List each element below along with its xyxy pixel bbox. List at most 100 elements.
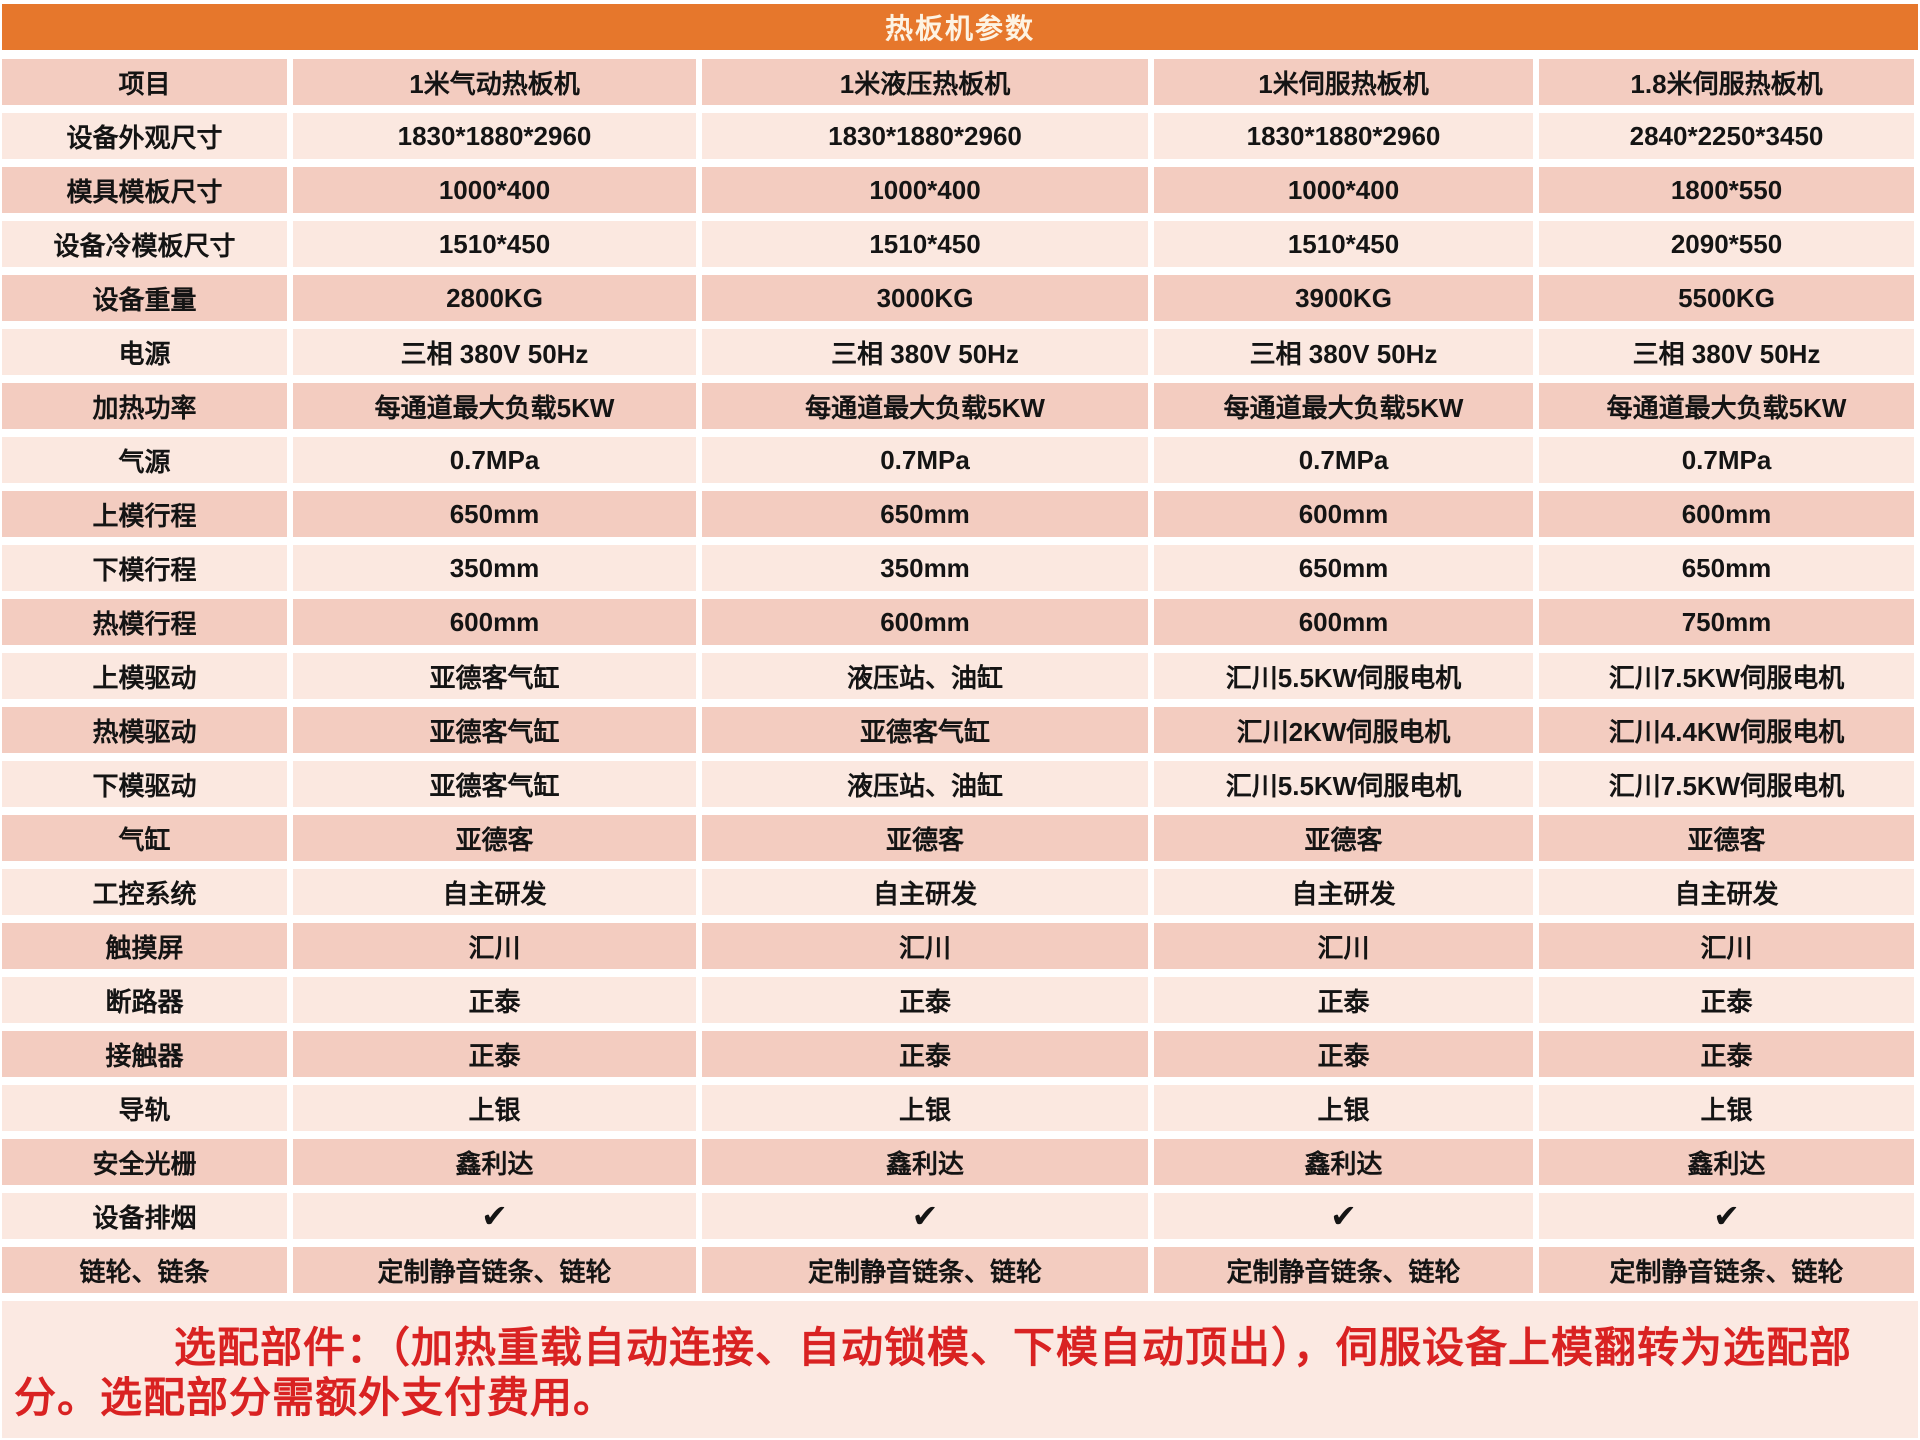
row-label: 上模驱动: [2, 653, 287, 699]
row-label: 工控系统: [2, 869, 287, 915]
value-cell: 650mm: [1154, 545, 1533, 591]
row-label: 上模行程: [2, 491, 287, 537]
value-cell: 定制静音链条、链轮: [293, 1247, 696, 1293]
value-cell: 汇川7.5KW伺服电机: [1539, 761, 1914, 807]
value-cell: 0.7MPa: [1154, 437, 1533, 483]
value-cell: 正泰: [702, 977, 1148, 1023]
value-cell: 600mm: [293, 599, 696, 645]
value-cell: 定制静音链条、链轮: [1154, 1247, 1533, 1293]
row-label: 模具模板尺寸: [2, 167, 287, 213]
value-cell: 3900KG: [1154, 275, 1533, 321]
value-cell: 650mm: [702, 491, 1148, 537]
value-cell: 三相 380V 50Hz: [702, 329, 1148, 375]
value-cell: 汇川5.5KW伺服电机: [1154, 653, 1533, 699]
value-cell: 1800*550: [1539, 167, 1914, 213]
table-title: 热板机参数: [884, 13, 1035, 44]
value-cell: 1510*450: [1154, 221, 1533, 267]
value-cell: 1000*400: [293, 167, 696, 213]
value-cell: 鑫利达: [702, 1139, 1148, 1185]
value-cell: 汇川5.5KW伺服电机: [1154, 761, 1533, 807]
row-label: 触摸屏: [2, 923, 287, 969]
value-cell: 汇川: [293, 923, 696, 969]
value-cell: 自主研发: [702, 869, 1148, 915]
optional-parts-note: 选配部件：（加热重载自动连接、自动锁模、下模自动顶出），伺服设备上模翻转为选配部…: [14, 1324, 1853, 1421]
value-cell: 每通道最大负载5KW: [1539, 383, 1914, 429]
value-cell: 自主研发: [1154, 869, 1533, 915]
header-cell: 1米液压热板机: [702, 59, 1148, 105]
value-cell: 650mm: [293, 491, 696, 537]
value-cell: 2090*550: [1539, 221, 1914, 267]
value-cell: 定制静音链条、链轮: [702, 1247, 1148, 1293]
value-cell: 亚德客气缸: [702, 707, 1148, 753]
value-cell: 1510*450: [702, 221, 1148, 267]
spec-table: 项目 1米气动热板机 1米液压热板机 1米伺服热板机 1.8米伺服热板机 设备外观尺寸 18…: [2, 59, 1918, 1293]
row-label: 气缸: [2, 815, 287, 861]
row-label: 热模驱动: [2, 707, 287, 753]
value-cell: 1510*450: [293, 221, 696, 267]
checkmark-icon: ✔: [293, 1193, 696, 1239]
row-label: 设备外观尺寸: [2, 113, 287, 159]
table-title-bar: 热板机参数: [2, 4, 1918, 50]
value-cell: 上银: [293, 1085, 696, 1131]
row-label: 安全光栅: [2, 1139, 287, 1185]
value-cell: 正泰: [293, 977, 696, 1023]
value-cell: 亚德客: [1539, 815, 1914, 861]
value-cell: 上银: [1154, 1085, 1533, 1131]
value-cell: 正泰: [702, 1031, 1148, 1077]
value-cell: 600mm: [1154, 491, 1533, 537]
value-cell: 鑫利达: [293, 1139, 696, 1185]
checkmark-icon: ✔: [1539, 1193, 1914, 1239]
value-cell: 亚德客: [293, 815, 696, 861]
value-cell: 正泰: [1154, 1031, 1533, 1077]
row-label: 下模行程: [2, 545, 287, 591]
row-label: 设备排烟: [2, 1193, 287, 1239]
value-cell: 亚德客气缸: [293, 653, 696, 699]
value-cell: 3000KG: [702, 275, 1148, 321]
value-cell: 定制静音链条、链轮: [1539, 1247, 1914, 1293]
value-cell: 自主研发: [1539, 869, 1914, 915]
value-cell: 2840*2250*3450: [1539, 113, 1914, 159]
value-cell: 600mm: [702, 599, 1148, 645]
value-cell: 正泰: [1539, 1031, 1914, 1077]
row-label: 气源: [2, 437, 287, 483]
checkmark-icon: ✔: [1154, 1193, 1533, 1239]
value-cell: 2800KG: [293, 275, 696, 321]
value-cell: 液压站、油缸: [702, 653, 1148, 699]
value-cell: 1000*400: [702, 167, 1148, 213]
row-label: 导轨: [2, 1085, 287, 1131]
value-cell: 上银: [1539, 1085, 1914, 1131]
value-cell: 650mm: [1539, 545, 1914, 591]
value-cell: 0.7MPa: [1539, 437, 1914, 483]
value-cell: 上银: [702, 1085, 1148, 1131]
row-label: 电源: [2, 329, 287, 375]
value-cell: 600mm: [1539, 491, 1914, 537]
row-label: 加热功率: [2, 383, 287, 429]
value-cell: 1830*1880*2960: [293, 113, 696, 159]
value-cell: 亚德客: [1154, 815, 1533, 861]
value-cell: 汇川7.5KW伺服电机: [1539, 653, 1914, 699]
value-cell: 自主研发: [293, 869, 696, 915]
value-cell: 亚德客气缸: [293, 761, 696, 807]
row-label: 下模驱动: [2, 761, 287, 807]
value-cell: 750mm: [1539, 599, 1914, 645]
value-cell: 每通道最大负载5KW: [293, 383, 696, 429]
value-cell: 0.7MPa: [293, 437, 696, 483]
row-label: 断路器: [2, 977, 287, 1023]
value-cell: 三相 380V 50Hz: [1539, 329, 1914, 375]
value-cell: 350mm: [702, 545, 1148, 591]
value-cell: 每通道最大负载5KW: [1154, 383, 1533, 429]
value-cell: 三相 380V 50Hz: [293, 329, 696, 375]
value-cell: 汇川: [702, 923, 1148, 969]
value-cell: 液压站、油缸: [702, 761, 1148, 807]
value-cell: 三相 380V 50Hz: [1154, 329, 1533, 375]
value-cell: 鑫利达: [1539, 1139, 1914, 1185]
header-cell: 1米伺服热板机: [1154, 59, 1533, 105]
value-cell: 汇川4.4KW伺服电机: [1539, 707, 1914, 753]
value-cell: 汇川2KW伺服电机: [1154, 707, 1533, 753]
value-cell: 600mm: [1154, 599, 1533, 645]
value-cell: 正泰: [293, 1031, 696, 1077]
row-label: 链轮、链条: [2, 1247, 287, 1293]
value-cell: 鑫利达: [1154, 1139, 1533, 1185]
value-cell: 1830*1880*2960: [1154, 113, 1533, 159]
